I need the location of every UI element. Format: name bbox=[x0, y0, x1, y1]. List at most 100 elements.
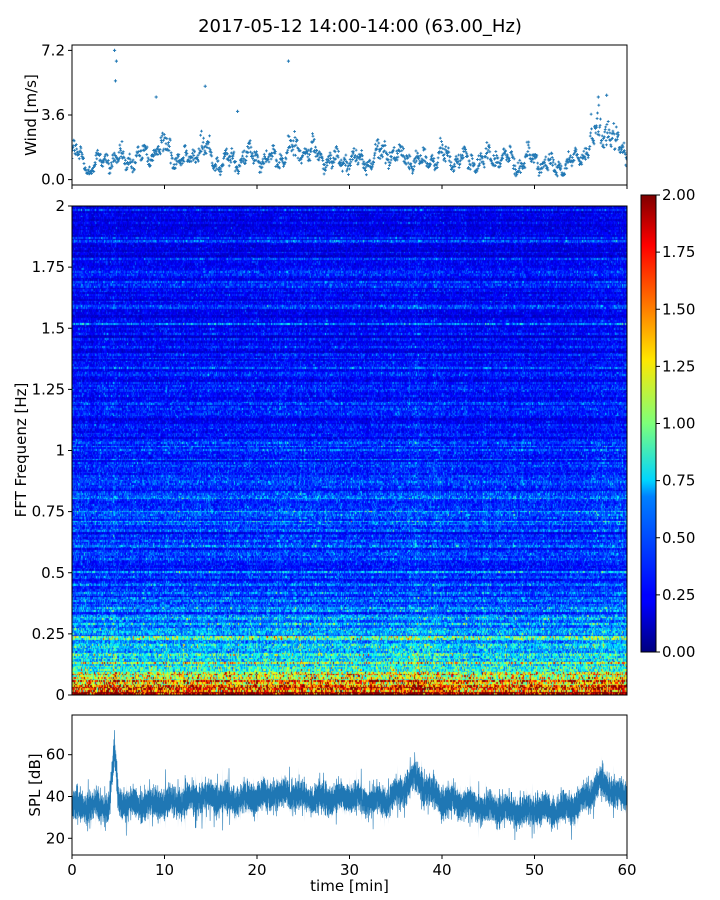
wind-point bbox=[535, 153, 539, 157]
wind-point bbox=[177, 153, 181, 156]
wind-point bbox=[294, 143, 298, 147]
wind-point bbox=[250, 151, 254, 155]
wind-point bbox=[334, 157, 338, 161]
wind-point bbox=[94, 162, 97, 166]
wind-point bbox=[169, 161, 173, 165]
wind-point bbox=[110, 165, 114, 169]
wind-point bbox=[614, 125, 618, 129]
wind-point bbox=[442, 158, 446, 162]
wind-point bbox=[113, 159, 117, 163]
wind-point bbox=[101, 164, 105, 168]
wind-point bbox=[185, 149, 188, 153]
wind-point bbox=[347, 173, 350, 176]
wind-point bbox=[90, 172, 94, 176]
wind-point bbox=[231, 157, 235, 160]
wind-point bbox=[552, 158, 555, 162]
wind-point bbox=[476, 167, 480, 171]
wind-point bbox=[371, 163, 375, 167]
wind-point bbox=[273, 148, 276, 152]
wind-peak-point bbox=[605, 93, 609, 97]
wind-point bbox=[299, 157, 303, 161]
wind-point bbox=[378, 157, 382, 161]
wind-point bbox=[372, 161, 376, 164]
wind-point bbox=[135, 151, 139, 155]
wind-point bbox=[363, 162, 367, 166]
wind-point bbox=[494, 150, 498, 153]
wind-point bbox=[539, 171, 543, 174]
wind-point bbox=[95, 157, 99, 161]
wind-point bbox=[327, 154, 331, 158]
wind-point bbox=[182, 156, 185, 160]
wind-point bbox=[304, 147, 308, 151]
wind-point bbox=[138, 154, 142, 158]
wind-point bbox=[219, 167, 223, 171]
wind-point bbox=[77, 153, 81, 156]
wind-point bbox=[547, 152, 551, 156]
wind-point bbox=[376, 138, 380, 141]
wind-point bbox=[580, 162, 584, 166]
wind-point bbox=[615, 138, 619, 141]
wind-point bbox=[293, 130, 296, 133]
wind-point bbox=[567, 150, 570, 154]
wind-axes-frame bbox=[71, 44, 628, 186]
wind-point bbox=[430, 153, 434, 157]
wind-point bbox=[202, 153, 206, 156]
wind-point bbox=[382, 149, 386, 153]
wind-point bbox=[386, 153, 390, 157]
wind-point bbox=[383, 139, 387, 143]
wind-point bbox=[351, 158, 355, 161]
wind-point bbox=[544, 155, 548, 159]
wind-point bbox=[447, 159, 451, 163]
wind-point bbox=[576, 153, 579, 156]
spl-xtick-label: 0 bbox=[67, 861, 77, 879]
wind-point bbox=[194, 160, 198, 164]
wind-ylabel: Wind [m/s] bbox=[22, 74, 40, 156]
wind-point bbox=[270, 154, 274, 158]
wind-point bbox=[168, 145, 171, 148]
wind-point bbox=[402, 147, 405, 151]
wind-point bbox=[256, 155, 260, 159]
wind-point bbox=[563, 173, 567, 176]
wind-point bbox=[605, 143, 608, 147]
wind-point bbox=[280, 159, 284, 163]
wind-point bbox=[352, 147, 356, 150]
wind-point bbox=[332, 160, 336, 164]
wind-point bbox=[482, 165, 486, 169]
wind-point bbox=[216, 159, 220, 163]
wind-point bbox=[197, 159, 200, 163]
wind-point bbox=[527, 146, 531, 150]
wind-point bbox=[518, 158, 522, 162]
wind-point bbox=[331, 164, 335, 168]
wind-point bbox=[436, 161, 440, 165]
wind-point bbox=[329, 157, 332, 160]
wind-point bbox=[278, 152, 282, 156]
wind-point bbox=[275, 159, 279, 163]
spl-xtick-label: 60 bbox=[617, 861, 636, 879]
wind-point bbox=[444, 145, 448, 149]
wind-point bbox=[182, 160, 186, 163]
wind-point bbox=[479, 151, 483, 155]
wind-point bbox=[558, 162, 562, 166]
wind-point bbox=[213, 169, 217, 172]
wind-point bbox=[490, 159, 493, 163]
wind-point bbox=[379, 147, 383, 150]
wind-point bbox=[201, 147, 205, 151]
wind-point bbox=[309, 147, 313, 151]
wind-point bbox=[210, 154, 214, 158]
wind-point bbox=[260, 165, 264, 169]
wind-point bbox=[200, 129, 203, 133]
wind-point bbox=[199, 150, 203, 153]
spl-panel: SPL [dB] 20 40 60 0 10 20 30 40 50 60 time [min] bbox=[26, 714, 637, 895]
wind-point bbox=[297, 158, 301, 162]
wind-point bbox=[207, 140, 211, 144]
wind-point bbox=[369, 161, 373, 165]
wind-point bbox=[617, 148, 621, 152]
wind-point bbox=[196, 158, 200, 161]
wind-point bbox=[347, 167, 351, 171]
wind-point bbox=[324, 165, 328, 169]
wind-point bbox=[411, 168, 415, 171]
spectrogram-ytick-tick-label: 1.25 bbox=[32, 380, 65, 398]
wind-point bbox=[196, 153, 200, 157]
wind-point bbox=[262, 162, 266, 166]
wind-point bbox=[245, 154, 249, 158]
